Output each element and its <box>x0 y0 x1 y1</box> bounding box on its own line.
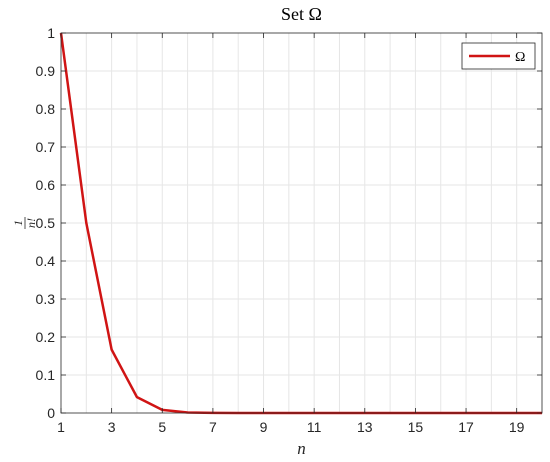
y-axis-label-denominator: n! <box>24 218 38 228</box>
tick-marks <box>60 32 542 414</box>
x-tick-label: 19 <box>509 419 525 435</box>
x-tick-label: 1 <box>57 419 65 435</box>
y-tick-label: 0.5 <box>36 215 56 231</box>
y-tick-label: 0.1 <box>36 367 56 383</box>
x-axis-label: n <box>297 439 306 458</box>
x-tick-label: 17 <box>458 419 474 435</box>
y-axis-label-numerator: 1 <box>11 220 25 226</box>
y-tick-label: 0.4 <box>36 253 56 269</box>
y-tick-label: 0.8 <box>36 101 56 117</box>
y-tick-label: 0.6 <box>36 177 56 193</box>
x-tick-label: 11 <box>307 419 322 435</box>
tick-labels: 1 3 5 7 9 11 13 15 17 1900.10.20.30.40.50.60.70.8… <box>36 25 525 435</box>
y-tick-label: 0 <box>47 405 55 421</box>
y-tick-label: 0.9 <box>36 63 56 79</box>
x-tick-label: 13 <box>357 419 373 435</box>
y-axis-label: 1 n! <box>11 217 38 229</box>
y-tick-label: 0.7 <box>36 139 56 155</box>
legend[interactable]: Ω <box>461 42 536 70</box>
y-tick-label: 0.2 <box>36 329 56 345</box>
x-tick-label: 3 <box>108 419 116 435</box>
chart-title: Set Ω <box>281 4 322 24</box>
x-tick-label: 15 <box>408 419 424 435</box>
y-tick-label: 0.3 <box>36 291 56 307</box>
x-tick-label: 5 <box>158 419 166 435</box>
x-tick-label: 7 <box>209 419 217 435</box>
x-tick-label: 9 <box>260 419 268 435</box>
y-tick-label: 1 <box>47 25 55 41</box>
legend-label-omega: Ω <box>515 50 525 65</box>
